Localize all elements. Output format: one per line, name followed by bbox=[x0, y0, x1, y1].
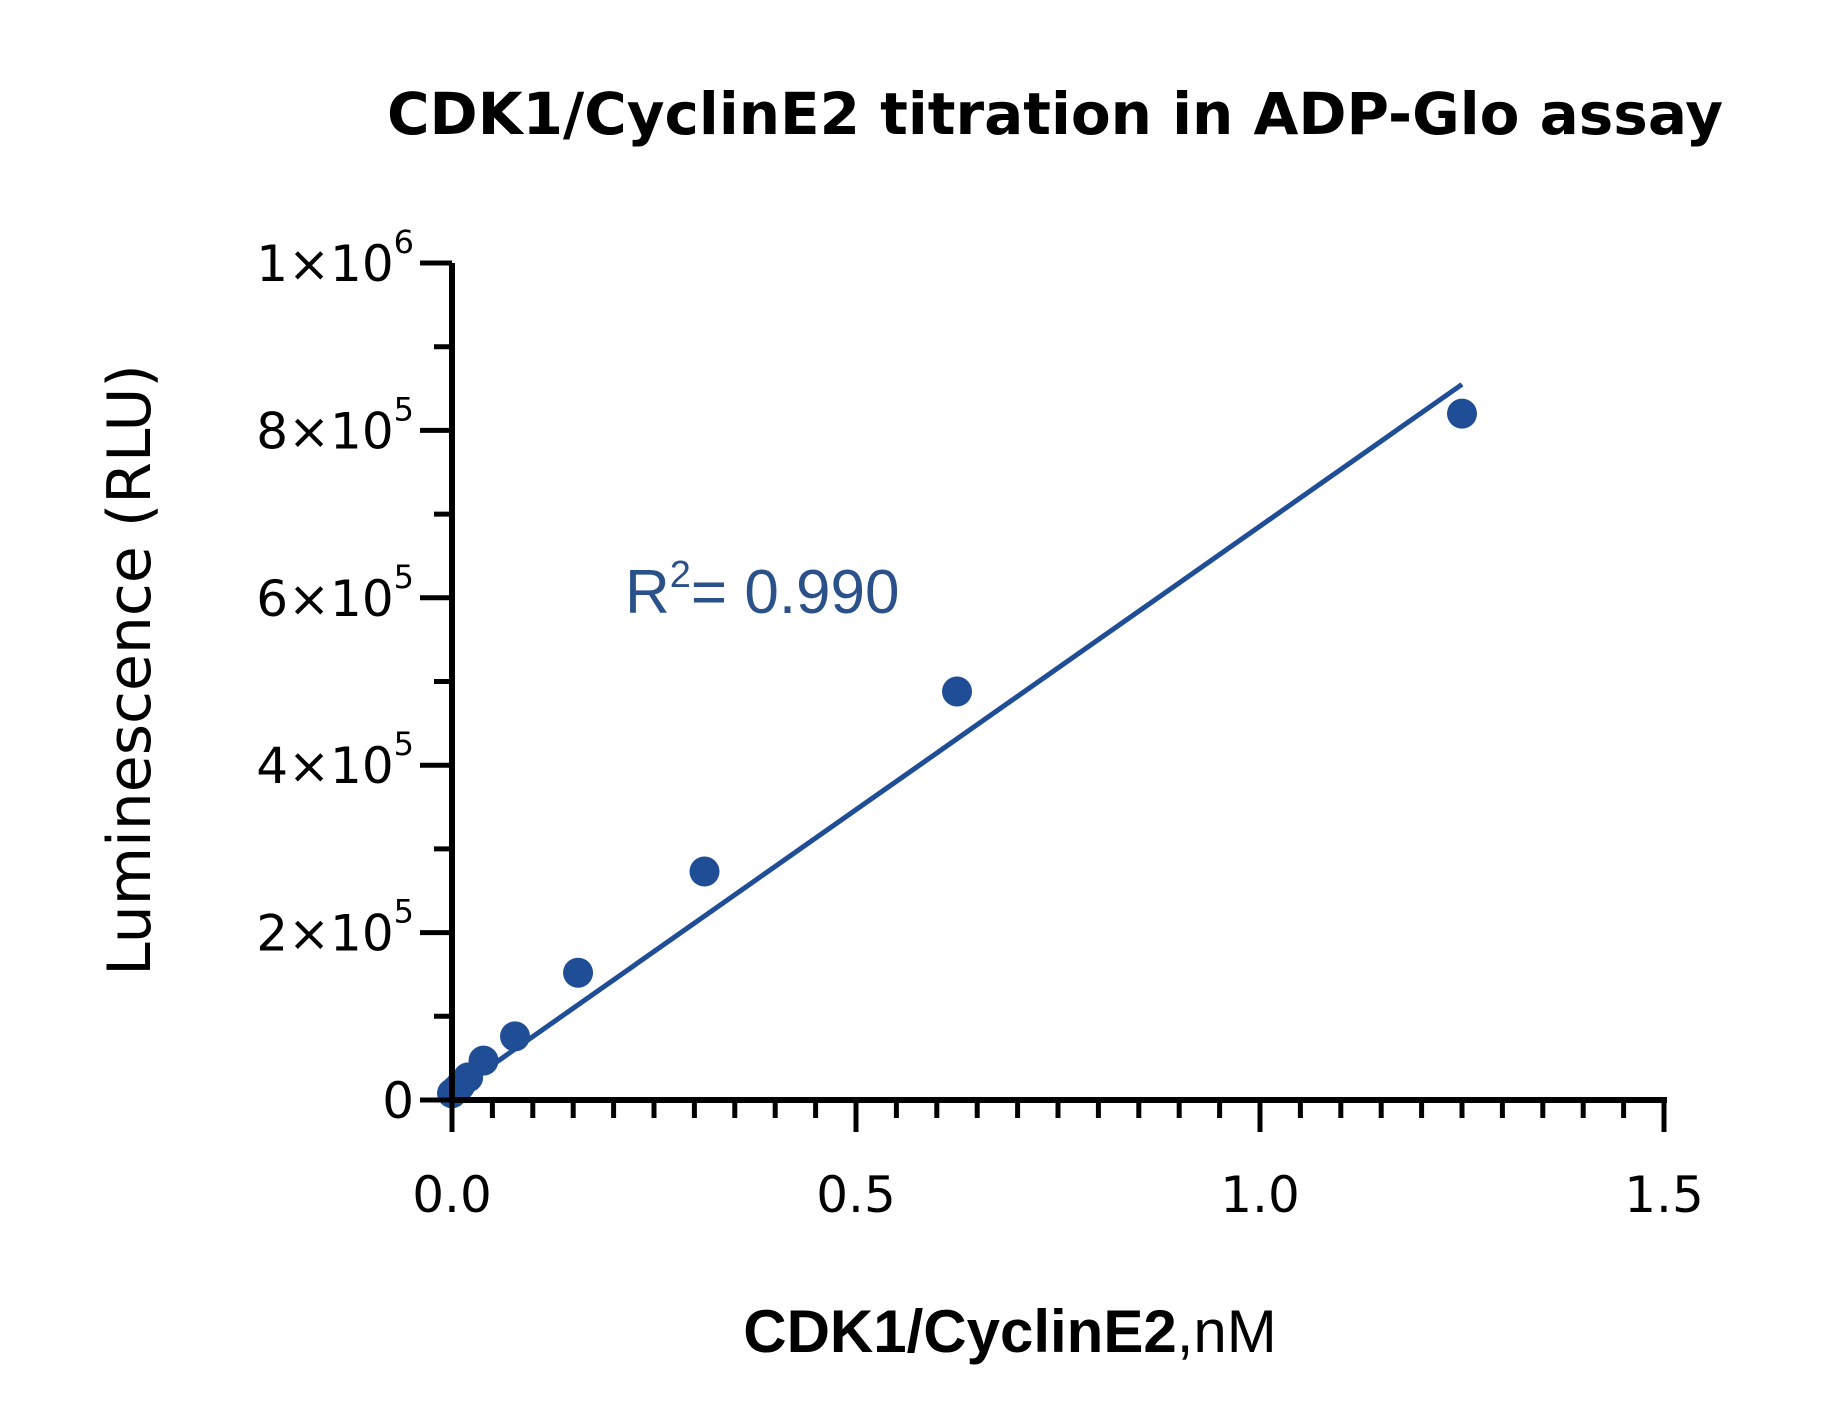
x-axis-label: CDK1/CyclinE2,nM bbox=[743, 1298, 1277, 1365]
r-squared-value: = 0.990 bbox=[691, 558, 900, 627]
y-tick-label: 2×105 bbox=[256, 893, 414, 963]
y-tick-label: 1×106 bbox=[256, 223, 414, 293]
data-points-layer bbox=[437, 398, 1477, 1109]
x-tick-label: 1.5 bbox=[1624, 1166, 1704, 1224]
y-tick-label: 6×105 bbox=[256, 558, 414, 628]
linear-fit-line bbox=[450, 382, 1464, 1096]
data-point bbox=[468, 1045, 499, 1076]
data-point bbox=[942, 676, 972, 707]
r-squared-annotation: R2= 0.990 bbox=[625, 554, 900, 627]
y-axis-label: Luminescence (RLU) bbox=[95, 364, 165, 975]
x-axis-label-main: CDK1/CyclinE2 bbox=[743, 1298, 1176, 1365]
y-tick-label: 8×105 bbox=[256, 390, 414, 460]
y-tick-label: 4×105 bbox=[256, 725, 414, 795]
x-tick-label: 1.0 bbox=[1220, 1166, 1300, 1224]
tick-labels-layer: 0 2×105 4×105 6×105 8×105 1×106 0.0 0.5 1.0 1.5 bbox=[256, 223, 1703, 1224]
data-point bbox=[563, 957, 594, 988]
x-tick-label: 0.5 bbox=[816, 1166, 896, 1224]
fit-line-layer bbox=[450, 382, 1464, 1096]
x-axis-label-unit: ,nM bbox=[1177, 1298, 1277, 1365]
data-point bbox=[689, 856, 720, 887]
r-squared-superscript: 2 bbox=[670, 554, 691, 596]
data-point bbox=[1447, 398, 1477, 429]
data-point bbox=[500, 1021, 531, 1052]
chart-title: CDK1/CyclinE2 titration in ADP-Glo assay bbox=[387, 80, 1723, 148]
x-tick-label: 0.0 bbox=[412, 1166, 492, 1224]
r-squared-base: R bbox=[625, 558, 670, 627]
y-tick-label: 0 bbox=[382, 1072, 414, 1130]
axes-layer bbox=[420, 260, 1667, 1132]
